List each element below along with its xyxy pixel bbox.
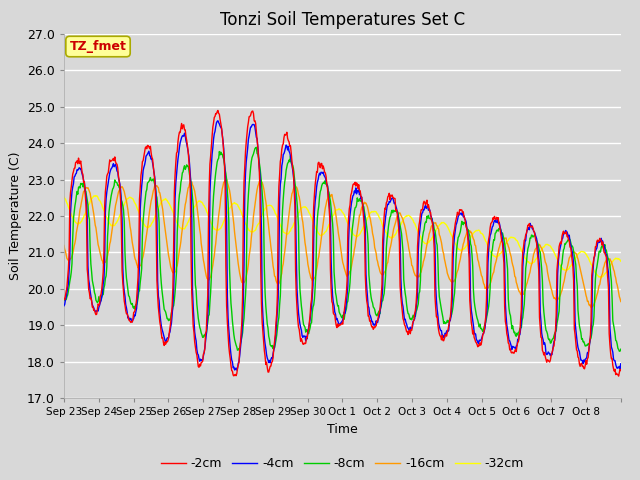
-2cm [277, 155, 285, 160]
Line: -8cm: -8cm [64, 147, 621, 351]
-32cm [277, 224, 285, 229]
-32cm [126, 194, 134, 200]
-8cm [256, 165, 264, 170]
-32cm [256, 217, 264, 223]
-8cm [401, 284, 408, 290]
-4cm [257, 192, 264, 198]
Title: Tonzi Soil Temperatures Set C: Tonzi Soil Temperatures Set C [220, 11, 465, 29]
-32cm [401, 215, 408, 220]
-16cm [60, 242, 68, 248]
Line: -2cm: -2cm [64, 110, 621, 376]
-16cm [617, 299, 625, 304]
-4cm [228, 359, 236, 365]
-2cm [256, 188, 264, 194]
-8cm [617, 346, 625, 352]
-8cm [125, 294, 133, 300]
-32cm [228, 202, 236, 207]
-32cm [432, 228, 440, 234]
-4cm [233, 367, 241, 373]
-8cm [616, 348, 623, 354]
-4cm [617, 361, 625, 367]
-16cm [432, 220, 440, 226]
-8cm [253, 144, 260, 150]
-16cm [125, 218, 133, 224]
-8cm [60, 298, 68, 303]
-4cm [401, 316, 409, 322]
-16cm [223, 177, 230, 182]
Line: -16cm: -16cm [64, 180, 621, 308]
Y-axis label: Soil Temperature (C): Soil Temperature (C) [8, 152, 22, 280]
-4cm [433, 297, 440, 303]
-32cm [617, 258, 625, 264]
-8cm [228, 309, 236, 314]
-32cm [92, 193, 99, 199]
-8cm [277, 272, 285, 277]
-2cm [125, 318, 133, 324]
-16cm [587, 305, 595, 311]
Line: -32cm: -32cm [64, 196, 621, 278]
-16cm [277, 273, 285, 279]
-4cm [278, 163, 285, 169]
-4cm [60, 303, 68, 309]
X-axis label: Time: Time [327, 423, 358, 436]
-2cm [401, 322, 408, 328]
Line: -4cm: -4cm [64, 121, 621, 370]
-32cm [597, 275, 605, 281]
-16cm [228, 209, 236, 215]
Text: TZ_fmet: TZ_fmet [70, 40, 127, 53]
-16cm [401, 222, 408, 228]
-2cm [615, 373, 623, 379]
-2cm [228, 368, 236, 374]
-2cm [60, 296, 68, 301]
-2cm [617, 368, 625, 373]
-8cm [432, 233, 440, 239]
-32cm [60, 194, 68, 200]
Legend: -2cm, -4cm, -8cm, -16cm, -32cm: -2cm, -4cm, -8cm, -16cm, -32cm [156, 452, 529, 475]
-16cm [256, 178, 264, 183]
-4cm [214, 118, 221, 124]
-2cm [432, 305, 440, 311]
-4cm [125, 317, 133, 323]
-2cm [214, 108, 221, 113]
